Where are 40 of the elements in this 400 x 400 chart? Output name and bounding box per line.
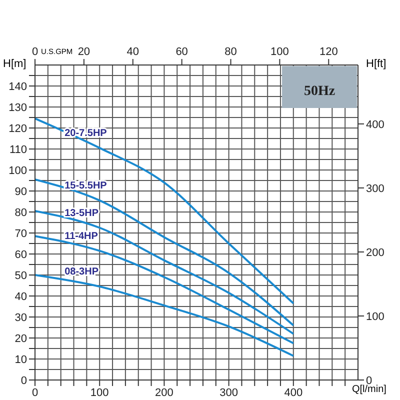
annotation: 50Hz <box>304 84 336 100</box>
y-tick-label: 40 <box>14 290 27 303</box>
line-series <box>35 178 294 326</box>
y-tick-label: 100 <box>8 164 27 177</box>
y-tick-label: 60 <box>14 248 27 261</box>
y-tick-label: 70 <box>14 228 27 240</box>
x2-tick-label: 60 <box>176 46 188 58</box>
y-tick-label: 0 <box>20 374 27 387</box>
y-tick-label: 140 <box>8 80 27 93</box>
x2-tick-label: 40 <box>126 46 140 58</box>
y-tick-label: 130 <box>8 102 27 114</box>
x-tick-label: 200 <box>155 386 174 399</box>
y2-tick-label: 200 <box>366 246 384 259</box>
y-tick-label: 20 <box>14 332 27 345</box>
x2-tick-label: 100 <box>270 46 289 58</box>
line-series <box>35 274 294 357</box>
x2-tick-label: 80 <box>224 46 237 58</box>
y2-tick-label: 100 <box>366 310 384 323</box>
y-tick-label: 120 <box>8 122 27 135</box>
x-tick-label: 400 <box>284 386 303 399</box>
line-series <box>35 118 294 304</box>
x-tick-label: 100 <box>90 386 109 399</box>
x-axis-title: Q[l/min] <box>352 384 386 395</box>
y-axis-title: H[m] <box>3 58 26 70</box>
y-tick-label: 80 <box>14 206 27 219</box>
x2-tick-label: 0 <box>32 46 38 58</box>
info-panel: 50Hz <box>282 66 357 108</box>
x2-tick-label: 20 <box>78 46 90 58</box>
line-series <box>35 210 294 335</box>
x2-tick-label: 120 <box>319 46 338 58</box>
y-tick-label: 110 <box>9 144 27 156</box>
x-tick-label: 0 <box>32 386 38 399</box>
x-tick-label: 300 <box>220 386 238 399</box>
y2-axis-title: H[ft] <box>366 58 386 70</box>
y2-tick-label: 400 <box>366 118 384 131</box>
y-tick-label: 10 <box>14 354 27 366</box>
y-tick-label: 50 <box>14 270 27 282</box>
y2-tick-label: 300 <box>366 182 384 195</box>
y-tick-label: 30 <box>14 312 27 324</box>
y-tick-label: 90 <box>14 186 27 198</box>
